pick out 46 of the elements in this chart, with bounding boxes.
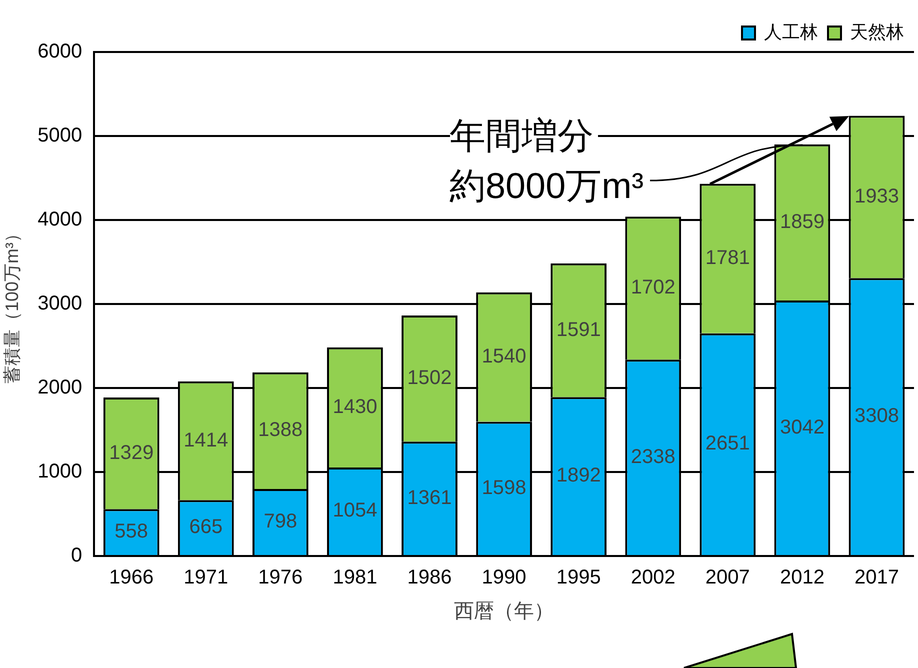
data-label: 798 (264, 510, 298, 532)
annotation: 年間増分 (450, 110, 598, 161)
data-label: 1781 (705, 247, 750, 270)
data-label: 3042 (780, 416, 824, 438)
x-tick-label: 1990 (482, 566, 526, 589)
x-tick-label: 2017 (854, 566, 899, 589)
x-tick-label: 2007 (705, 566, 750, 589)
legend-label: 天然林 (850, 22, 904, 42)
data-label: 1933 (854, 185, 899, 208)
x-axis-title: 西暦（年） (454, 600, 554, 623)
x-tick-label: 2012 (780, 566, 824, 589)
data-label: 1361 (407, 486, 452, 509)
data-label: 1430 (332, 396, 378, 418)
data-label: 1702 (630, 276, 676, 299)
data-label: 1414 (184, 429, 228, 452)
data-label: 1054 (332, 500, 378, 522)
data-label: 1502 (407, 367, 452, 390)
data-label: 558 (114, 520, 148, 543)
data-label: 2338 (630, 446, 676, 468)
data-label: 1598 (482, 476, 526, 499)
x-tick-label: 1981 (332, 566, 378, 589)
y-tick-label: 1000 (38, 460, 82, 483)
x-tick-label: 1995 (556, 566, 601, 589)
legend-label: 人工林 (764, 22, 818, 42)
data-label: 1540 (482, 346, 526, 368)
data-label: 1591 (556, 318, 601, 341)
x-tick-label: 1976 (258, 566, 303, 589)
x-tick-label: 1966 (109, 566, 154, 589)
x-tick-label: 2002 (630, 566, 676, 589)
y-tick-label: 2000 (38, 376, 82, 399)
y-tick-label: 4000 (38, 208, 82, 231)
data-label: 1329 (109, 442, 154, 464)
y-tick-label: 6000 (38, 40, 82, 63)
data-label: 665 (189, 516, 223, 538)
y-tick-label: 0 (70, 544, 82, 567)
data-label: 1859 (780, 210, 824, 233)
data-label: 1388 (258, 419, 303, 442)
data-label: 3308 (854, 405, 899, 428)
y-tick-label: 3000 (38, 292, 82, 315)
y-axis-title: 蓄積量（100万m³） (2, 224, 22, 384)
y-tick-label: 5000 (38, 124, 82, 147)
x-tick-label: 1971 (184, 566, 228, 589)
x-tick-label: 1986 (407, 566, 452, 589)
data-label: 2651 (705, 432, 750, 455)
annotation: 約8000万m³ (450, 160, 648, 211)
data-label: 1892 (556, 464, 601, 487)
